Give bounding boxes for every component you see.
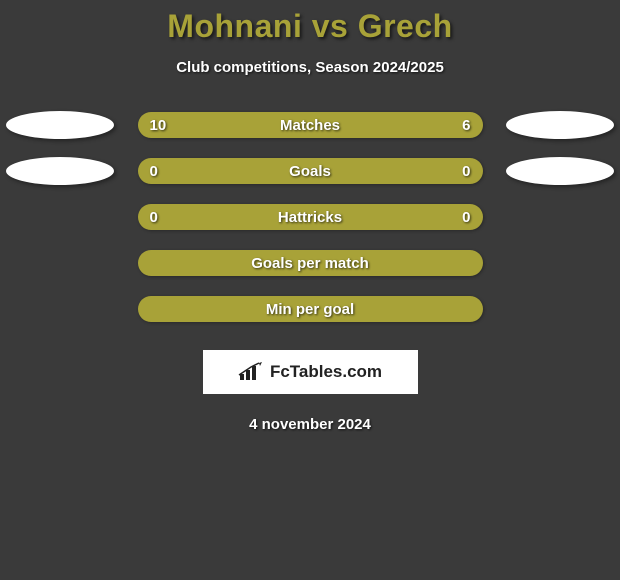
stat-label: Min per goal <box>266 301 354 318</box>
chart-icon <box>238 362 264 382</box>
stat-label: Matches <box>280 117 340 134</box>
stat-left-value: 0 <box>150 209 158 226</box>
stat-right-value: 6 <box>462 117 470 134</box>
page-title: Mohnani vs Grech <box>167 8 452 45</box>
stat-right-value: 0 <box>462 163 470 180</box>
stat-bar: 0 Hattricks 0 <box>138 204 483 230</box>
stat-row-matches: 10 Matches 6 <box>0 112 620 138</box>
player-left-marker <box>6 157 114 185</box>
comparison-widget: Mohnani vs Grech Club competitions, Seas… <box>0 0 620 433</box>
page-subtitle: Club competitions, Season 2024/2025 <box>176 59 444 76</box>
date-label: 4 november 2024 <box>249 416 371 433</box>
player-left-marker <box>6 111 114 139</box>
stat-row-min-per-goal: Min per goal <box>0 296 620 322</box>
stat-row-goals-per-match: Goals per match <box>0 250 620 276</box>
stat-rows: 10 Matches 6 0 Goals 0 0 Hattricks 0 <box>0 112 620 322</box>
stat-bar: Goals per match <box>138 250 483 276</box>
stat-label: Goals per match <box>251 255 369 272</box>
stat-label: Goals <box>289 163 331 180</box>
stat-right-value: 0 <box>462 209 470 226</box>
player-right-marker <box>506 111 614 139</box>
brand-logo-box: FcTables.com <box>203 350 418 394</box>
stat-left-value: 0 <box>150 163 158 180</box>
stat-left-value: 10 <box>150 117 167 134</box>
stat-bar: 0 Goals 0 <box>138 158 483 184</box>
stat-bar: 10 Matches 6 <box>138 112 483 138</box>
stat-label: Hattricks <box>278 209 342 226</box>
stat-row-hattricks: 0 Hattricks 0 <box>0 204 620 230</box>
brand-logo: FcTables.com <box>238 362 382 382</box>
stat-row-goals: 0 Goals 0 <box>0 158 620 184</box>
brand-name: FcTables.com <box>270 362 382 382</box>
player-right-marker <box>506 157 614 185</box>
stat-bar: Min per goal <box>138 296 483 322</box>
